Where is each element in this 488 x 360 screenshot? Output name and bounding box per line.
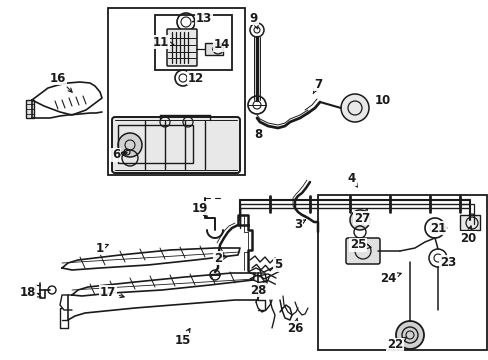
Text: 28: 28 [249, 281, 267, 297]
FancyBboxPatch shape [112, 117, 240, 173]
Text: 26: 26 [286, 318, 303, 334]
Text: 24: 24 [379, 271, 400, 284]
Text: 23: 23 [439, 256, 455, 269]
FancyBboxPatch shape [346, 238, 379, 264]
Text: 27: 27 [353, 208, 369, 225]
Text: 18: 18 [20, 285, 41, 298]
Text: 1: 1 [96, 242, 108, 255]
Text: 12: 12 [187, 72, 203, 85]
Bar [155, 15, 231, 70]
Circle shape [340, 94, 368, 122]
Bar [108, 8, 244, 175]
Bar [26, 100, 34, 118]
Text: 5: 5 [273, 258, 282, 271]
Text: 16: 16 [50, 72, 72, 92]
Text: 4: 4 [347, 172, 357, 187]
Bar [459, 215, 479, 230]
Bar [204, 43, 223, 55]
Text: 14: 14 [212, 39, 230, 51]
Text: 21: 21 [429, 221, 446, 234]
Text: 20: 20 [459, 226, 475, 244]
Text: 2: 2 [214, 252, 226, 265]
Circle shape [395, 321, 423, 349]
Text: 15: 15 [174, 328, 191, 346]
Text: 10: 10 [374, 94, 390, 107]
Bar [317, 195, 486, 350]
Text: 7: 7 [312, 77, 322, 94]
Text: 11: 11 [153, 36, 173, 49]
Circle shape [349, 210, 369, 230]
Bar [118, 125, 193, 163]
Text: 25: 25 [349, 238, 370, 252]
Text: 19: 19 [191, 202, 208, 217]
Text: 6: 6 [112, 148, 127, 162]
Text: 3: 3 [293, 217, 305, 230]
Text: 13: 13 [192, 12, 212, 24]
Text: 8: 8 [253, 129, 262, 141]
Text: 22: 22 [386, 337, 406, 351]
Circle shape [118, 133, 142, 157]
FancyBboxPatch shape [167, 29, 197, 66]
Text: 17: 17 [100, 285, 124, 298]
Text: 9: 9 [249, 12, 258, 29]
